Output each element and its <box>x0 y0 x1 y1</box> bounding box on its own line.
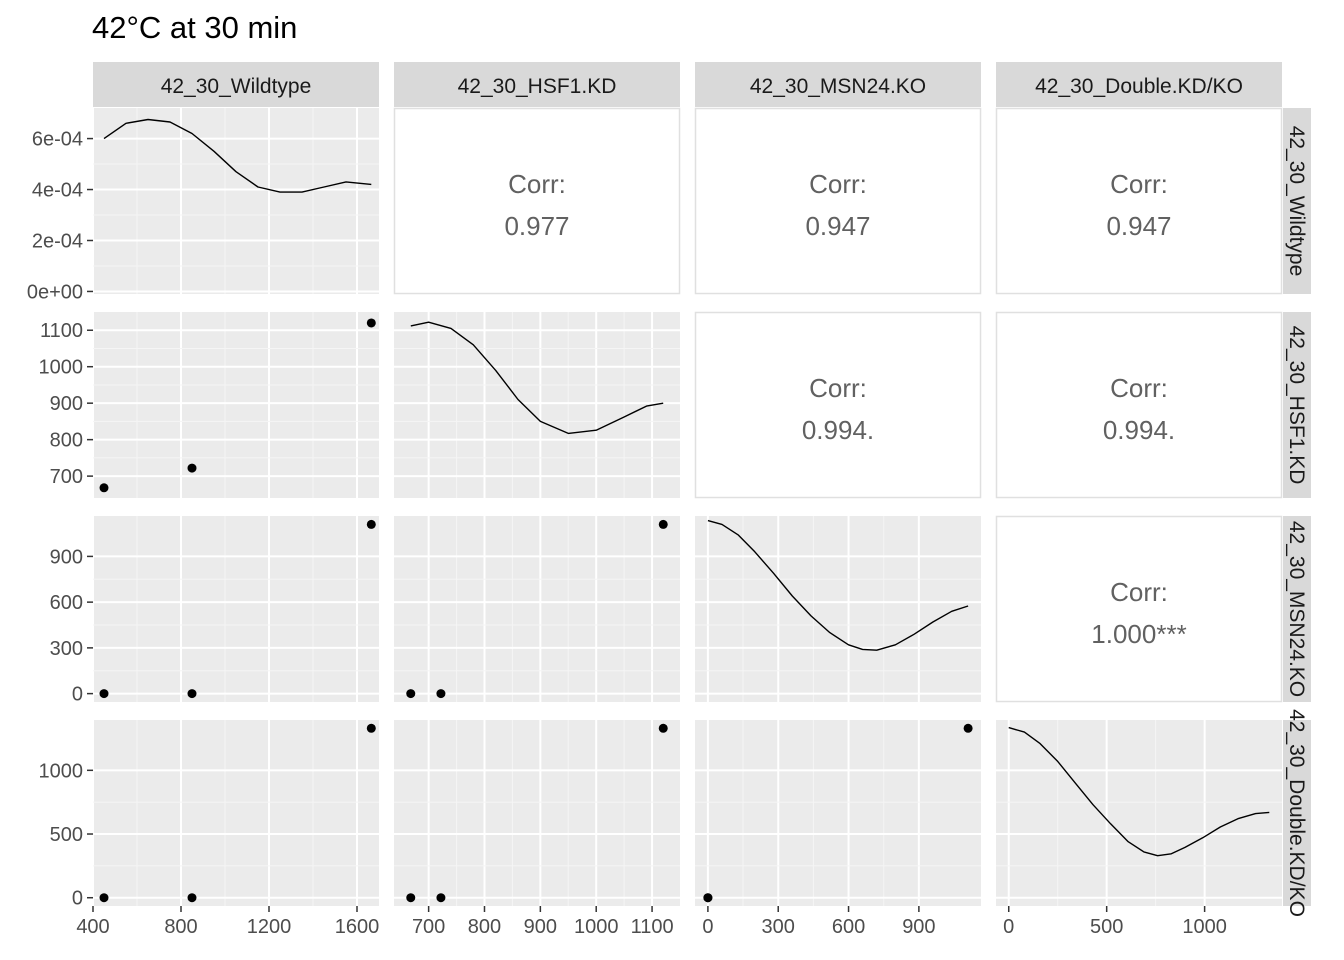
column-strip-label: 42_30_HSF1.KD <box>458 75 617 98</box>
row-strip <box>1283 312 1311 498</box>
scatter-point <box>99 689 109 699</box>
x-tick-label: 900 <box>902 916 935 938</box>
corr-value: 1.000*** <box>1091 619 1186 649</box>
y-tick-label: 0 <box>72 888 83 910</box>
y-tick-label: 900 <box>50 393 83 415</box>
y-tick-label: 1000 <box>39 357 84 379</box>
scatter-point <box>187 893 197 903</box>
scatter-point <box>436 689 446 699</box>
corr-panel <box>393 107 681 295</box>
y-tick-label: 6e-04 <box>32 129 83 151</box>
corr-panel <box>694 107 982 295</box>
row-strip-label: 42_30_Double.KD/KO <box>1285 709 1308 917</box>
x-tick-label: 600 <box>832 916 865 938</box>
column-strip-label: 42_30_Wildtype <box>161 75 312 98</box>
scatter-point <box>366 723 376 733</box>
y-tick-label: 0 <box>72 684 83 706</box>
corr-value: 0.947 <box>1106 211 1171 241</box>
x-tick-label: 500 <box>1090 916 1123 938</box>
y-tick-label: 300 <box>50 638 83 660</box>
column-strip <box>394 62 680 107</box>
panel-background <box>394 312 680 498</box>
scatter-point <box>366 519 376 529</box>
scatter-point <box>406 893 416 903</box>
x-tick-label: 300 <box>762 916 795 938</box>
corr-label: Corr: <box>508 169 566 199</box>
scatter-point <box>658 519 668 529</box>
y-tick-label: 800 <box>50 430 83 452</box>
scatter-point <box>366 318 376 328</box>
x-tick-label: 800 <box>468 916 501 938</box>
corr-label: Corr: <box>1110 577 1168 607</box>
row-strip <box>1283 108 1311 294</box>
scatter-point <box>99 893 109 903</box>
scatter-point <box>436 893 446 903</box>
panel-background <box>93 720 379 906</box>
panel-background <box>394 720 680 906</box>
y-tick-label: 1100 <box>40 320 83 342</box>
row-strip-label: 42_30_HSF1.KD <box>1285 326 1308 485</box>
scatter-point <box>406 689 416 699</box>
x-tick-label: 700 <box>412 916 445 938</box>
density-curve <box>410 321 664 435</box>
scatter-point <box>703 893 713 903</box>
corr-panel <box>995 107 1283 295</box>
x-tick-label: 800 <box>164 916 197 938</box>
x-tick-label: 900 <box>524 916 557 938</box>
scatter-point <box>658 723 668 733</box>
density-curve <box>103 118 372 193</box>
x-tick-label: 0 <box>1003 916 1014 938</box>
column-strip <box>93 62 379 107</box>
x-tick-label: 1000 <box>1182 916 1227 938</box>
density-curve <box>1008 726 1270 857</box>
row-strip <box>1283 516 1311 702</box>
panel-background <box>394 516 680 702</box>
x-tick-label: 0 <box>702 916 713 938</box>
panel-background <box>695 516 981 702</box>
panel-background <box>93 312 379 498</box>
y-tick-label: 500 <box>50 824 83 846</box>
x-tick-label: 1100 <box>631 916 674 938</box>
y-tick-label: 900 <box>50 546 83 568</box>
corr-label: Corr: <box>809 169 867 199</box>
corr-label: Corr: <box>1110 373 1168 403</box>
row-strip-label: 42_30_Wildtype <box>1285 126 1308 277</box>
y-tick-label: 4e-04 <box>32 180 83 202</box>
scatter-point <box>187 463 197 473</box>
corr-panel <box>694 311 982 499</box>
x-tick-label: 400 <box>76 916 109 938</box>
scatter-point <box>187 689 197 699</box>
column-strip-label: 42_30_Double.KD/KO <box>1035 75 1243 98</box>
y-tick-label: 600 <box>50 592 83 614</box>
corr-panel <box>995 515 1283 703</box>
corr-value: 0.994. <box>1103 415 1175 445</box>
y-tick-label: 700 <box>50 466 83 488</box>
x-tick-label: 1200 <box>247 916 292 938</box>
y-tick-label: 1000 <box>39 760 84 782</box>
y-tick-label: 2e-04 <box>32 230 83 252</box>
density-curve <box>707 519 969 651</box>
corr-label: Corr: <box>809 373 867 403</box>
scatter-point <box>963 723 973 733</box>
panel-background <box>695 720 981 906</box>
corr-panel <box>995 311 1283 499</box>
y-tick-label: 0e+00 <box>27 281 83 303</box>
scatter-point <box>99 483 109 493</box>
corr-label: Corr: <box>1110 169 1168 199</box>
corr-value: 0.947 <box>805 211 870 241</box>
column-strip <box>695 62 981 107</box>
row-strip-label: 42_30_MSN24.KO <box>1285 521 1308 697</box>
corr-value: 0.977 <box>504 211 569 241</box>
x-tick-label: 1000 <box>574 916 619 938</box>
row-strip <box>1283 720 1311 906</box>
chart-title: 42°C at 30 min <box>92 10 298 45</box>
column-strip-label: 42_30_MSN24.KO <box>750 75 926 98</box>
x-tick-label: 1600 <box>335 916 380 938</box>
panel-background <box>93 516 379 702</box>
corr-value: 0.994. <box>802 415 874 445</box>
panel-background <box>996 720 1282 906</box>
column-strip <box>996 62 1282 107</box>
